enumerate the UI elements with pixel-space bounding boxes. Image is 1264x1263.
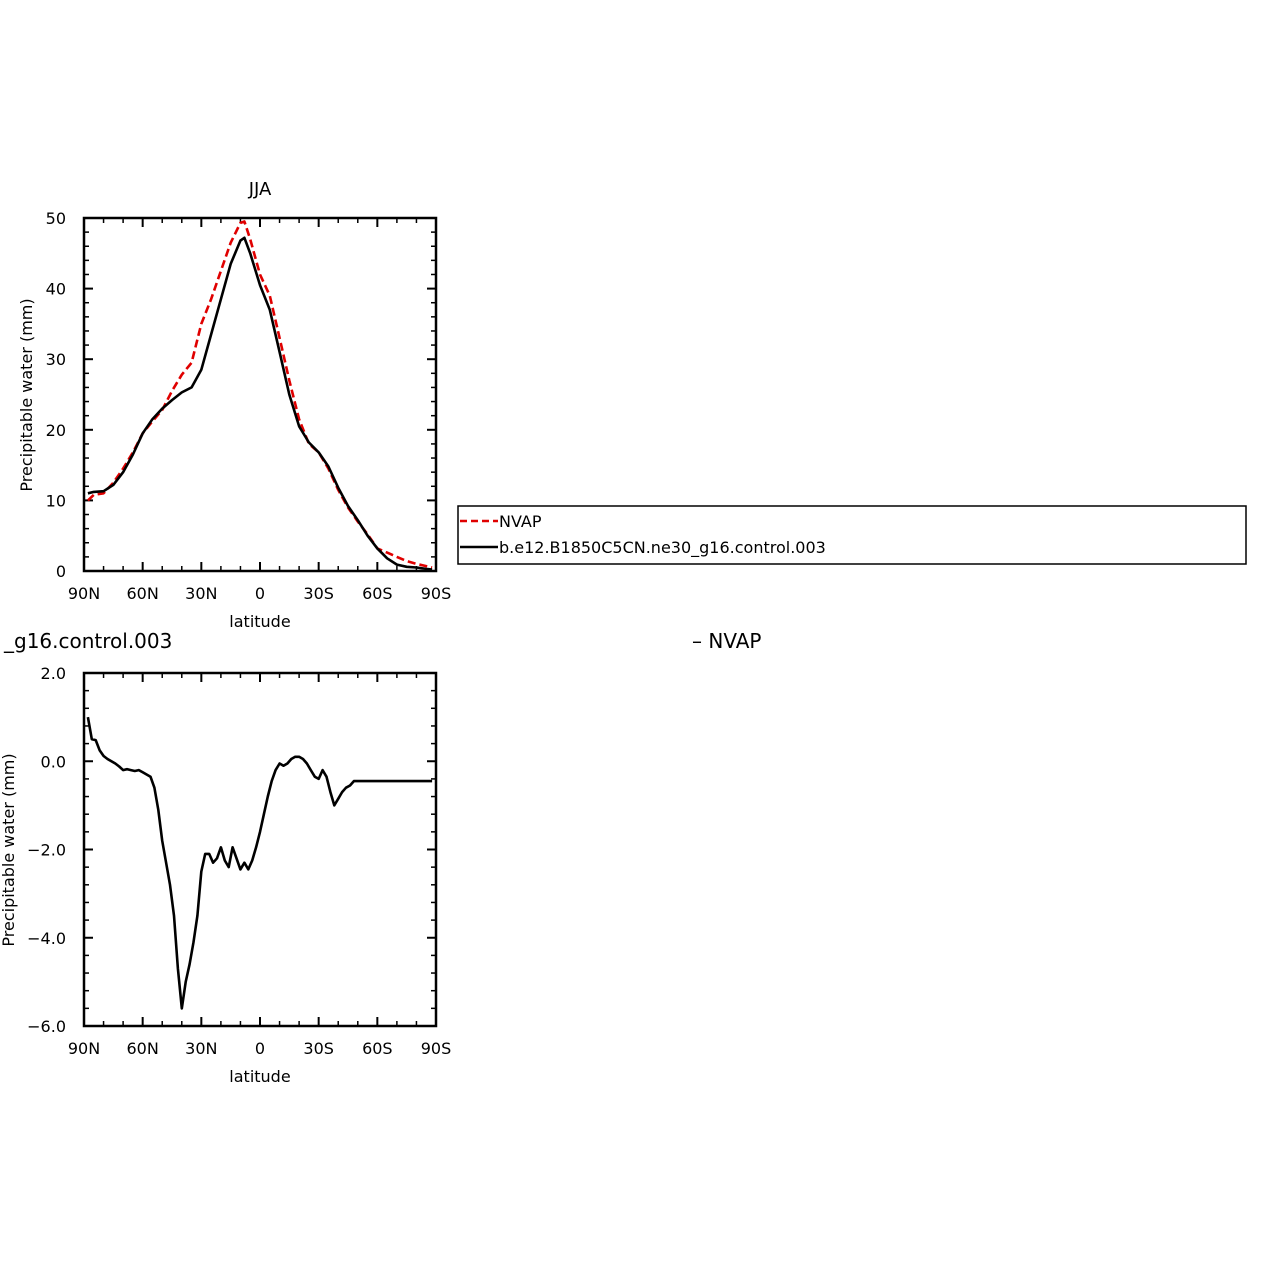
bottom-plot-frame bbox=[82, 671, 438, 1028]
y-tick-label: 30 bbox=[46, 350, 66, 369]
top-chart-title: JJA bbox=[248, 179, 272, 200]
y-tick-label: −2.0 bbox=[27, 841, 66, 860]
bot-series-line-0 bbox=[86, 716, 433, 1010]
bottom-axis-ticks bbox=[83, 672, 437, 1027]
top-series-group bbox=[87, 220, 433, 571]
x-tick-label: 30N bbox=[185, 1039, 217, 1058]
legend-label-nvap: NVAP bbox=[499, 512, 542, 531]
bottom-y-axis-label: Precipitable water (mm) bbox=[0, 753, 18, 946]
y-tick-label: 20 bbox=[46, 421, 66, 440]
top-series-line-1 bbox=[87, 236, 433, 571]
x-tick-label: 30N bbox=[185, 584, 217, 603]
x-tick-label: 90S bbox=[421, 1039, 452, 1058]
x-tick-label: 30S bbox=[303, 1039, 334, 1058]
x-tick-label: 30S bbox=[303, 584, 334, 603]
x-tick-label: 0 bbox=[255, 1039, 265, 1058]
x-tick-label: 0 bbox=[255, 584, 265, 603]
top-x-axis-label: latitude bbox=[229, 612, 290, 631]
y-tick-label: 0.0 bbox=[41, 752, 66, 771]
top-tick-labels: 90N 60N 30N 0 30S 60S 90S 0 10 20 30 40 50 bbox=[46, 209, 452, 603]
bottom-chart-title-right: – NVAP bbox=[692, 629, 761, 653]
top-panel: JJA Precipitable water (mm) latitude 90N… bbox=[17, 179, 451, 631]
bottom-chart-title-left: _g16.control.003 bbox=[3, 629, 172, 653]
legend-box bbox=[457, 505, 1247, 565]
bottom-series-group bbox=[86, 716, 433, 1010]
x-tick-label: 60N bbox=[127, 1039, 159, 1058]
x-tick-label: 60S bbox=[362, 1039, 393, 1058]
y-tick-label: 50 bbox=[46, 209, 66, 228]
x-tick-label: 90S bbox=[421, 584, 452, 603]
legend-label-model: b.e12.B1850C5CN.ne30_g16.control.003 bbox=[499, 538, 826, 558]
bottom-x-axis-label: latitude bbox=[229, 1067, 290, 1086]
y-tick-label: 0 bbox=[56, 562, 66, 581]
y-tick-label: −4.0 bbox=[27, 929, 66, 948]
x-tick-label: 60N bbox=[127, 584, 159, 603]
bottom-panel: _g16.control.003 – NVAP Precipitable wat… bbox=[0, 629, 761, 1086]
top-plot-frame bbox=[82, 216, 438, 573]
top-y-axis-label: Precipitable water (mm) bbox=[17, 298, 36, 491]
x-tick-label: 90N bbox=[68, 1039, 100, 1058]
y-tick-label: 2.0 bbox=[41, 664, 66, 683]
y-tick-label: −6.0 bbox=[27, 1017, 66, 1036]
bottom-tick-labels: 90N 60N 30N 0 30S 60S 90S −6.0 −4.0 −2.0 0.0 2.0 bbox=[27, 664, 451, 1058]
y-tick-label: 40 bbox=[46, 280, 66, 299]
x-tick-label: 90N bbox=[68, 584, 100, 603]
top-axis-ticks bbox=[83, 217, 437, 572]
legend: NVAP b.e12.B1850C5CN.ne30_g16.control.00… bbox=[457, 505, 1247, 565]
x-tick-label: 60S bbox=[362, 584, 393, 603]
top-series-line-0 bbox=[87, 220, 433, 569]
y-tick-label: 10 bbox=[46, 491, 66, 510]
